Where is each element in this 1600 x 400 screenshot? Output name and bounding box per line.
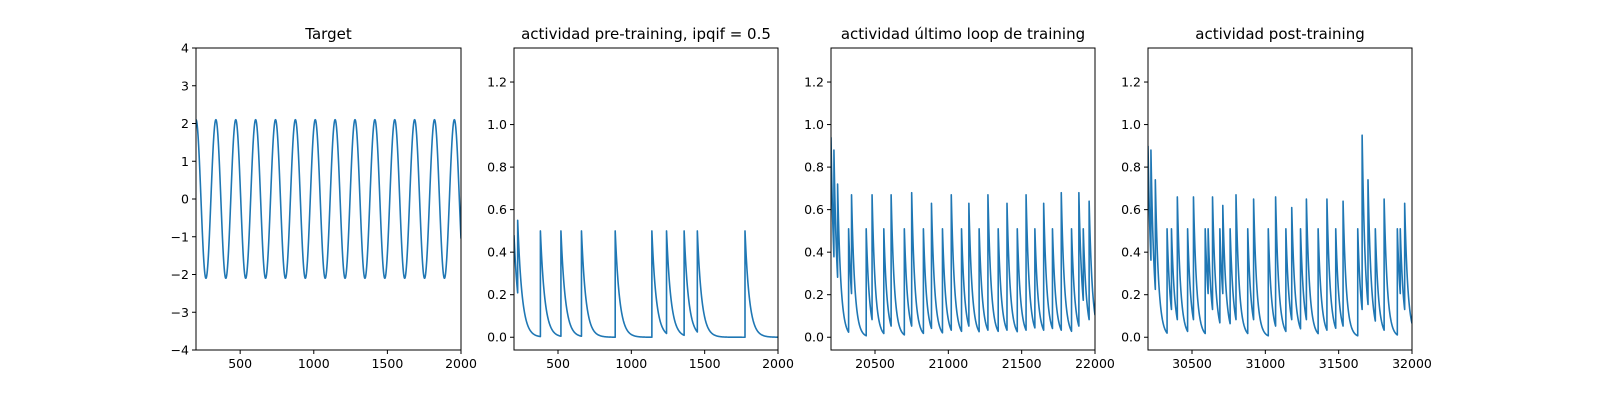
x-tick-label: 2000 <box>762 356 794 371</box>
y-tick-label: −2 <box>171 267 189 282</box>
x-tick-label: 500 <box>546 356 570 371</box>
y-tick-label: 0.8 <box>804 160 824 175</box>
x-tick-label: 21000 <box>928 356 968 371</box>
y-tick-label: 0.0 <box>1121 330 1141 345</box>
y-tick-label: 2 <box>181 116 189 131</box>
y-tick-label: 1.2 <box>804 75 824 90</box>
y-tick-label: 0.6 <box>1121 202 1141 217</box>
series-line <box>196 118 461 280</box>
y-tick-label: 1.0 <box>487 117 507 132</box>
axes-frame <box>1147 47 1413 351</box>
y-tick-label: 0.4 <box>804 245 824 260</box>
y-tick-label: −3 <box>171 305 189 320</box>
y-tick-label: 0.8 <box>487 160 507 175</box>
y-tick-label: 0.0 <box>804 330 824 345</box>
y-tick-label: 0.4 <box>1121 245 1141 260</box>
x-tick-label: 1000 <box>298 356 330 371</box>
axes-frame <box>195 47 462 351</box>
y-tick-label: 0.2 <box>804 287 824 302</box>
y-tick-label: 0.2 <box>1121 287 1141 302</box>
y-tick-label: 1.0 <box>804 117 824 132</box>
series-line <box>514 219 778 339</box>
y-tick-label: −1 <box>171 229 189 244</box>
y-tick-label: 1.2 <box>1121 75 1141 90</box>
subplot-title: Target <box>304 25 352 43</box>
subplot-4: 30500 31000 31500 32000 0.0 0.2 0.4 0.6 0.8 1.0 1.… <box>1121 25 1432 371</box>
x-tick-label: 1500 <box>689 356 721 371</box>
subplot-1: 500 1000 1500 2000 −4 −3 −2 −1 0 1 2 3 4 Target <box>171 25 477 371</box>
x-tick-label: 30500 <box>1172 356 1212 371</box>
x-tick-label: 2000 <box>445 356 477 371</box>
series-line <box>1148 134 1412 337</box>
y-tick-label: 0.4 <box>487 245 507 260</box>
y-tick-label: 0.0 <box>487 330 507 345</box>
x-tick-label: 20500 <box>855 356 895 371</box>
x-tick-label: 31000 <box>1245 356 1285 371</box>
y-tick-label: 0.8 <box>1121 160 1141 175</box>
axes-frame <box>830 47 1096 351</box>
y-tick-label: 1.2 <box>487 75 507 90</box>
y-tick-label: 4 <box>181 41 189 56</box>
x-tick-label: 1000 <box>615 356 647 371</box>
y-tick-label: −4 <box>171 343 189 358</box>
y-tick-label: 1.0 <box>1121 117 1141 132</box>
subplot-title: actividad post-training <box>1195 25 1364 43</box>
x-tick-label: 1500 <box>371 356 403 371</box>
x-tick-label: 21500 <box>1002 356 1042 371</box>
y-tick-label: 3 <box>181 78 189 93</box>
y-tick-label: 1 <box>181 154 189 169</box>
y-tick-label: 0 <box>181 192 189 207</box>
series-line <box>831 137 1095 337</box>
subplot-title: actividad pre-training, ipqif = 0.5 <box>521 25 771 43</box>
subplot-title: actividad último loop de training <box>841 25 1085 43</box>
y-tick-label: 0.6 <box>487 202 507 217</box>
y-tick-label: 0.2 <box>487 287 507 302</box>
y-tick-label: 0.6 <box>804 202 824 217</box>
x-tick-label: 32000 <box>1392 356 1432 371</box>
subplot-2: 500 1000 1500 2000 0.0 0.2 0.4 0.6 0.8 1.0 1.2 acti… <box>487 25 794 371</box>
x-tick-label: 500 <box>228 356 252 371</box>
x-tick-label: 22000 <box>1075 356 1115 371</box>
subplot-3: 20500 21000 21500 22000 0.0 0.2 0.4 0.6 0.8 1.0 1.… <box>804 25 1115 371</box>
x-tick-label: 31500 <box>1319 356 1359 371</box>
axes-frame <box>513 47 779 351</box>
